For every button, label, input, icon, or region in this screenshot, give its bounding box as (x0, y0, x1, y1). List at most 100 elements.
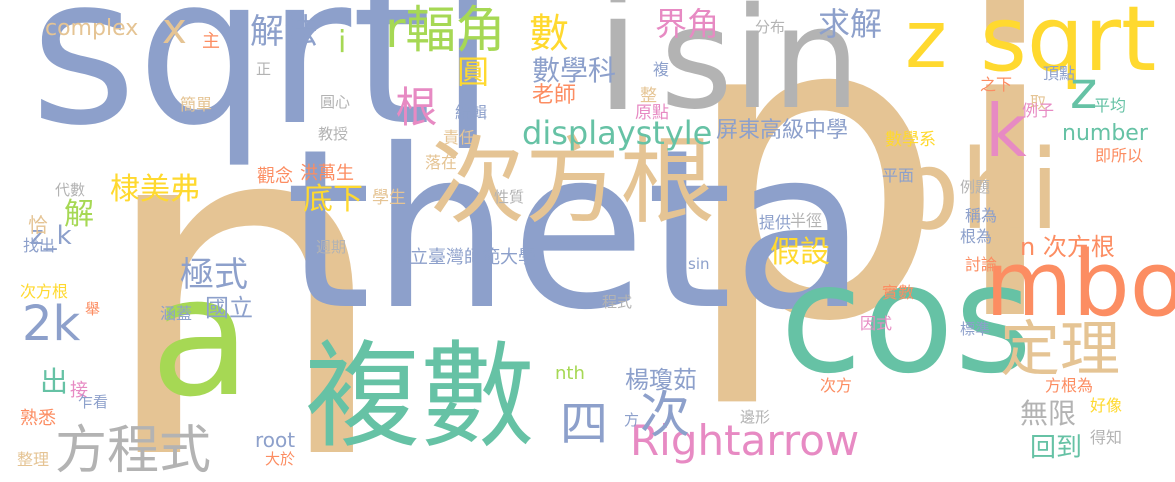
cloud-word: 次方根 (430, 127, 716, 237)
cloud-word: i (440, 0, 496, 196)
cloud-word: z (1070, 61, 1098, 121)
cloud-word: 方根為 (1045, 376, 1094, 395)
cloud-word: 數 (522, 12, 568, 52)
cloud-word: sqrt (30, 0, 432, 171)
cloud-word: i (338, 25, 347, 60)
cloud-word: 整 (640, 86, 657, 106)
cloud-word: x (162, 4, 187, 53)
cloud-word: 解 (64, 197, 94, 232)
cloud-word: 週期 (316, 238, 347, 256)
cloud-word: 涵蓋 (160, 304, 193, 323)
cloud-word: 熟悉 (20, 408, 56, 429)
cloud-word: 數學系 (885, 130, 936, 150)
cloud-word: 次方 (820, 376, 853, 395)
cloud-word: 恰 (28, 213, 48, 237)
cloud-word: 求解 (818, 5, 883, 43)
cloud-word: 教授 (318, 125, 349, 143)
cloud-word: complex (45, 16, 139, 41)
cloud-word: 假設 (770, 235, 830, 270)
cloud-word: sin (660, 0, 861, 141)
cloud-word: 落在 (425, 153, 458, 172)
cloud-word: 回到 (1030, 433, 1083, 463)
cloud-word: 方程式 (55, 421, 212, 481)
cloud-word: 整理 (17, 450, 50, 469)
cloud-word: 圓心 (320, 93, 351, 111)
cloud-word: 無限 (1020, 397, 1077, 430)
cloud-word: 正 (256, 60, 272, 78)
cloud-word: 次方根 (20, 282, 69, 301)
cloud-word: cos (780, 233, 1033, 407)
cloud-word: k (985, 89, 1027, 173)
cloud-word: 即所以 (1095, 146, 1144, 165)
cloud-word: 數學科 (532, 54, 617, 87)
cloud-word: 程式 (602, 293, 633, 311)
cloud-word: 根為 (960, 227, 993, 246)
cloud-word: displaystyle (522, 114, 713, 152)
cloud-word: 2k (22, 296, 81, 352)
cloud-word: 得知 (1090, 428, 1123, 447)
cloud-word: 簡單 (180, 95, 213, 114)
cloud-word: 定理 (1000, 315, 1120, 385)
cloud-word: 學生 (372, 188, 406, 208)
cloud-word: sin (688, 255, 710, 273)
cloud-word: n (95, 16, 393, 482)
cloud-word: 性質 (494, 188, 525, 206)
cloud-word: n 次方根 (1020, 233, 1115, 261)
cloud-word: 國立 (205, 294, 253, 322)
cloud-word: 舉 (85, 300, 101, 318)
cloud-word: z_k (30, 221, 72, 251)
cloud-word: 因式 (860, 314, 893, 333)
cloud-word: 界角 (655, 5, 720, 43)
cloud-word: 楊瓊茹 (625, 366, 697, 394)
cloud-word: 代數 (55, 181, 86, 199)
cloud-word: mbox (985, 232, 1175, 337)
cloud-word: 四 (560, 396, 609, 452)
cloud-word: theta (285, 102, 868, 358)
cloud-word: 頂點 (1043, 64, 1076, 83)
cloud-word: 提供 (759, 213, 792, 232)
cloud-word: 分布 (755, 18, 786, 36)
cloud-word: 老師 (532, 83, 577, 108)
cloud-word: 方 (624, 411, 640, 429)
cloud-word: 平面 (882, 166, 915, 185)
cloud-word: 半徑 (790, 211, 823, 230)
cloud-word: r輻角 (385, 1, 506, 59)
cloud-word: 洪萬生 (300, 163, 354, 184)
cloud-word: 複數 (305, 330, 536, 464)
cloud-word: 討論 (965, 255, 998, 274)
cloud-word: Rightarrow (630, 416, 860, 465)
cloud-word: 複 (653, 60, 670, 79)
cloud-word: z (905, 0, 947, 86)
cloud-word: nth (555, 363, 585, 384)
cloud-word: 棣美弗 (110, 172, 200, 207)
cloud-word: root (255, 428, 296, 452)
cloud-word: 出 (40, 365, 69, 398)
cloud-word: number (1062, 121, 1148, 146)
cloud-word: 實數 (882, 283, 915, 302)
cloud-word: i (595, 0, 641, 148)
cloud-word: 取 (1030, 93, 1047, 112)
cloud-word: 稱為 (965, 206, 998, 225)
cloud-word: 解法 (250, 12, 318, 52)
cloud-word: 乍看 (78, 393, 109, 411)
cloud-word: 根 (389, 85, 438, 127)
cloud-word: 例子 (1022, 101, 1055, 120)
cloud-word: 接 (70, 380, 88, 401)
cloud-word: 之下 (980, 75, 1013, 94)
cloud-word: 好像 (1090, 396, 1123, 415)
cloud-word: 責任 (443, 128, 476, 147)
cloud-word: 大於 (265, 450, 296, 468)
cloud-word: 原點 (635, 103, 669, 123)
cloud-word: 例題 (960, 178, 991, 196)
cloud-word: sqrt (980, 0, 1157, 92)
cloud-word: phi (890, 126, 1061, 254)
cloud-word: 主 (202, 31, 220, 52)
cloud-word: 觀念 (257, 166, 293, 187)
cloud-word: 國立臺灣師範大學 (392, 247, 536, 268)
cloud-word: pi (680, 0, 1064, 414)
cloud-word: 次 (640, 386, 690, 444)
cloud-word: 極式 (180, 255, 248, 295)
cloud-word: a (150, 241, 252, 433)
cloud-word: 邊形 (740, 408, 771, 426)
